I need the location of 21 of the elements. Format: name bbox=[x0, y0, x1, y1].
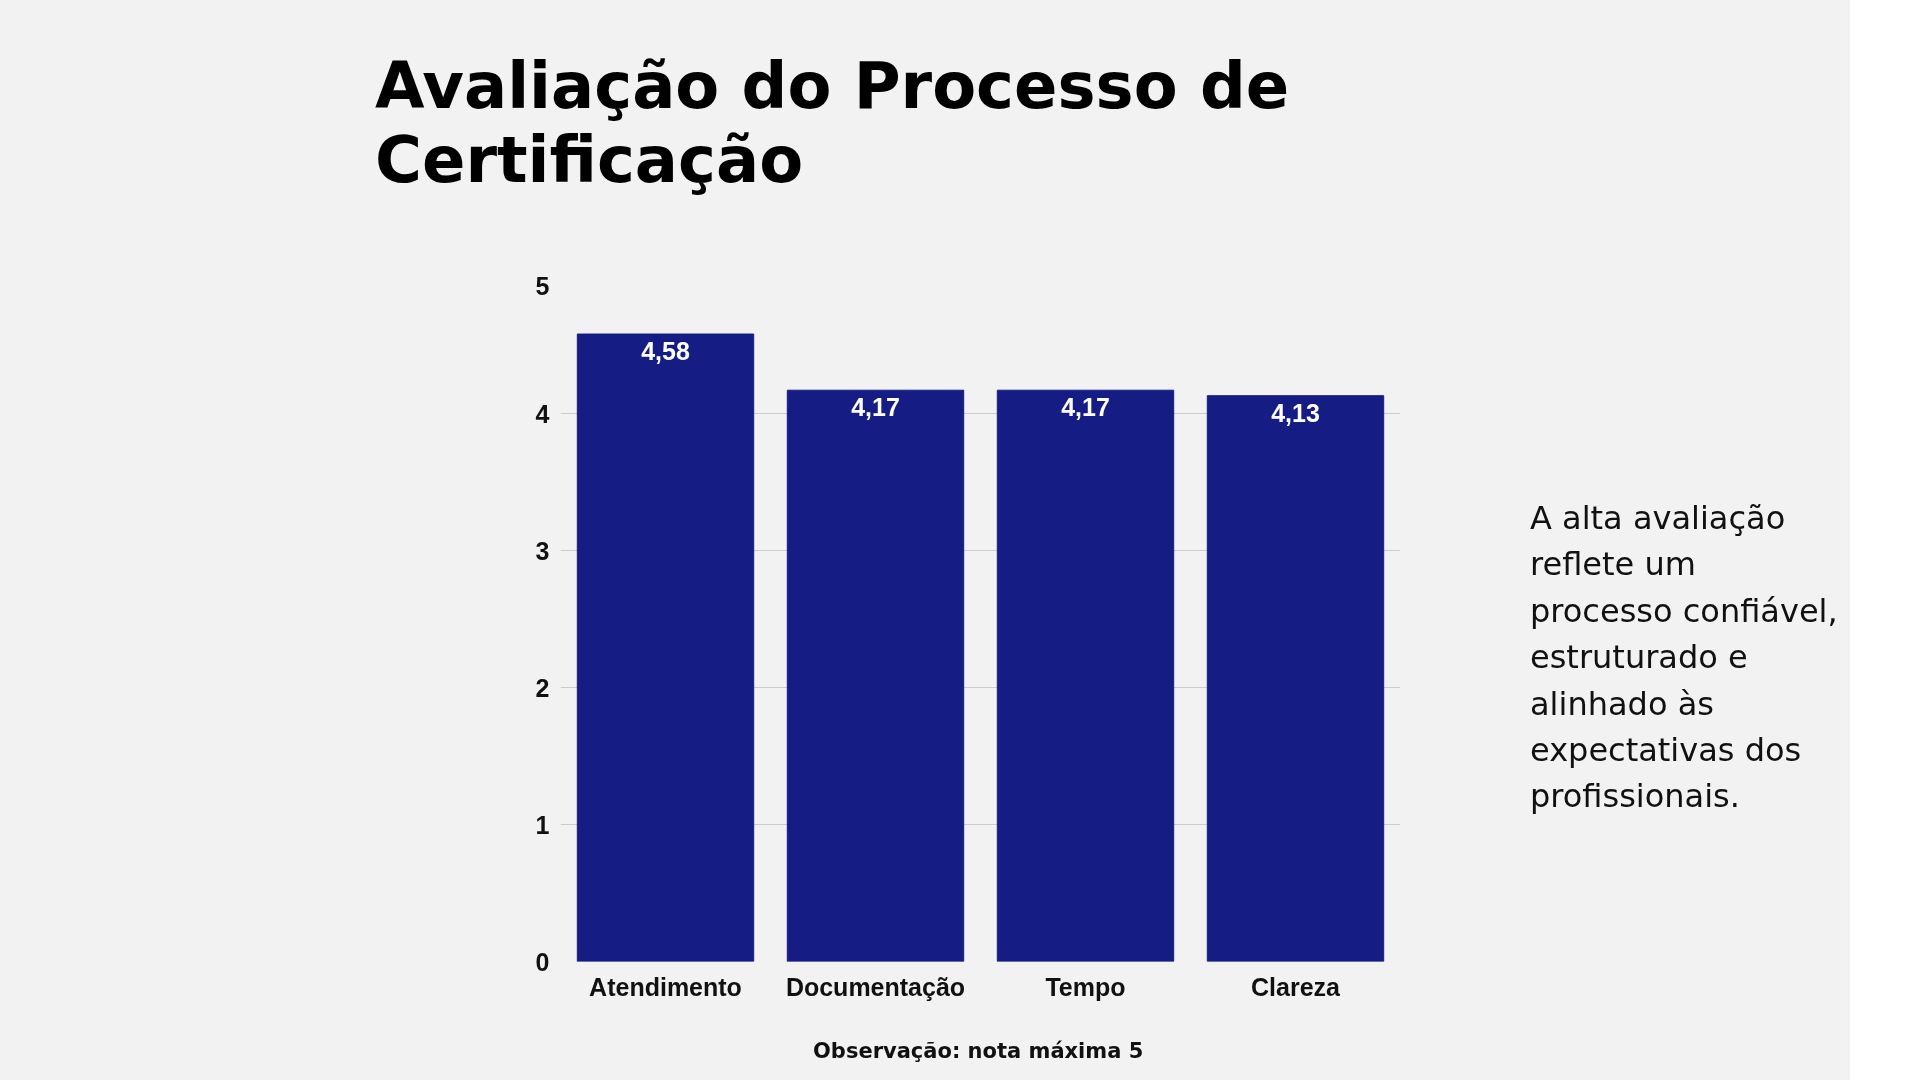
x-tick-label: Tempo bbox=[1045, 972, 1126, 1001]
data-label: 4,17 bbox=[1061, 393, 1110, 422]
data-label: 4,58 bbox=[641, 337, 690, 366]
x-tick-label: Clareza bbox=[1251, 972, 1342, 1001]
y-tick-label: 0 bbox=[535, 947, 550, 976]
bar bbox=[786, 389, 965, 962]
data-label: 4,13 bbox=[1271, 398, 1320, 427]
text: A alta avaliação reflete um processo confiável, estruturado e alinhado às expectativas dos profissionais. bbox=[1530, 498, 1839, 818]
bar bbox=[576, 333, 755, 962]
bar bbox=[996, 389, 1175, 962]
y-tick-label: 3 bbox=[535, 536, 550, 565]
y-tick-label: 5 bbox=[535, 271, 550, 300]
x-tick-label: Atendimento bbox=[589, 972, 742, 1001]
y-tick-label: 1 bbox=[535, 810, 550, 839]
text: Observação: nota máxima 5 bbox=[813, 1038, 1144, 1065]
x-tick-label: Documentação bbox=[785, 972, 966, 1001]
bar bbox=[1206, 395, 1385, 962]
y-tick-label: 4 bbox=[535, 399, 550, 428]
chart-title: Avaliação do Processo de Certificação bbox=[375, 49, 1291, 198]
data-label: 4,17 bbox=[851, 393, 900, 422]
y-tick-label: 2 bbox=[535, 673, 550, 702]
